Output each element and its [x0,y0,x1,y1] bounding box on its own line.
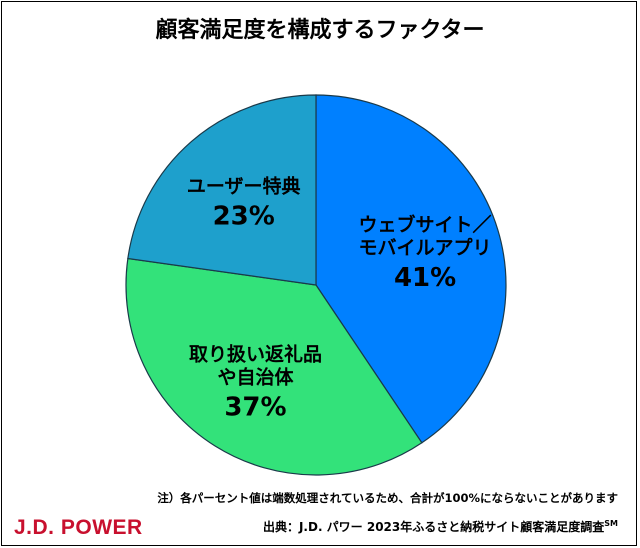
pie-slice-user-benefits [127,94,317,286]
pie-slice-website-app [315,94,507,444]
slice-value-website-app: 41% [394,263,456,293]
jd-power-logo: J.D. POWER [14,516,143,539]
source-credit: 出典：J.D. パワー 2023年ふるさと納税サイト顧客満足度調査SM [263,518,618,535]
source-text: 出典：J.D. パワー 2023年ふるさと納税サイト顧客満足度調査 [262,520,605,534]
chart-title: 顧客満足度を構成するファクター [155,18,485,43]
slice-label-user-benefits: ユーザー特典 [187,174,301,197]
pie-slice-gifts-municipality [125,257,423,476]
footnote: 注）各パーセント値は端数処理されているため、合計が100%にならないことがありま… [157,491,618,505]
slice-label-gifts-municipality: 取り扱い返礼品 [189,343,322,366]
service-mark: SM [604,519,618,528]
slice-value-gifts-municipality: 37% [224,393,286,423]
slice-value-user-benefits: 23% [213,201,275,231]
slice-label-website-app: ウェブサイト／ [359,213,492,236]
slice-label-gifts-municipality: や自治体 [217,366,294,389]
slice-label-website-app: モバイルアプリ [359,236,492,259]
